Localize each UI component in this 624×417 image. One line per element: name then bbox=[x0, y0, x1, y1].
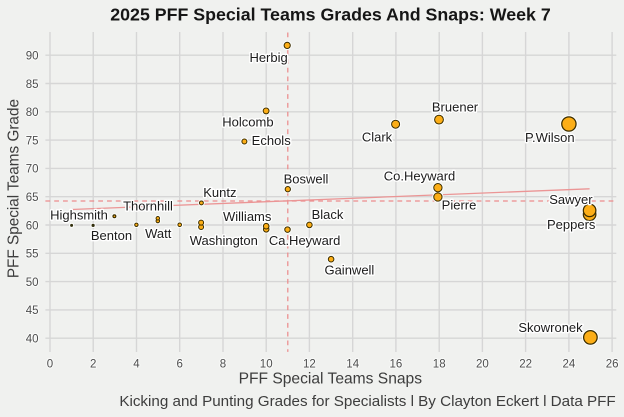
svg-text:Highsmith: Highsmith bbox=[50, 207, 108, 222]
svg-text:75: 75 bbox=[26, 135, 39, 147]
svg-text:2025 PFF Special Teams Grades: 2025 PFF Special Teams Grades And Snaps:… bbox=[110, 4, 551, 24]
svg-text:Holcomb: Holcomb bbox=[222, 114, 273, 129]
svg-text:20: 20 bbox=[476, 359, 489, 371]
svg-text:PFF Special Teams Grade: PFF Special Teams Grade bbox=[5, 99, 22, 278]
svg-text:4: 4 bbox=[133, 359, 140, 371]
svg-text:Kuntz: Kuntz bbox=[203, 185, 236, 200]
svg-text:Ca.Heyward: Ca.Heyward bbox=[269, 233, 341, 248]
svg-text:65: 65 bbox=[26, 192, 39, 204]
svg-text:Williams: Williams bbox=[223, 209, 272, 224]
svg-text:Herbig: Herbig bbox=[249, 50, 287, 65]
svg-text:P.Wilson: P.Wilson bbox=[525, 130, 575, 145]
svg-text:Skowronek: Skowronek bbox=[518, 320, 583, 335]
svg-text:90: 90 bbox=[26, 51, 39, 63]
svg-text:Sawyer: Sawyer bbox=[549, 192, 593, 207]
svg-text:Thornhill: Thornhill bbox=[123, 198, 173, 213]
svg-text:Clark: Clark bbox=[362, 130, 393, 145]
svg-text:2: 2 bbox=[90, 359, 96, 371]
svg-text:40: 40 bbox=[26, 334, 39, 346]
svg-text:6: 6 bbox=[176, 359, 182, 371]
svg-text:26: 26 bbox=[606, 359, 619, 371]
svg-text:8: 8 bbox=[220, 359, 226, 371]
svg-text:14: 14 bbox=[346, 359, 359, 371]
svg-text:55: 55 bbox=[26, 249, 39, 261]
svg-text:12: 12 bbox=[303, 359, 316, 371]
svg-text:Benton: Benton bbox=[91, 228, 132, 243]
svg-text:Washington: Washington bbox=[190, 233, 258, 248]
svg-text:80: 80 bbox=[26, 107, 39, 119]
svg-text:Peppers: Peppers bbox=[547, 217, 596, 232]
svg-text:60: 60 bbox=[26, 220, 39, 232]
svg-text:70: 70 bbox=[26, 164, 39, 176]
svg-text:Watt: Watt bbox=[145, 226, 172, 241]
svg-text:Bruener: Bruener bbox=[432, 100, 479, 115]
svg-text:Echols: Echols bbox=[252, 133, 292, 148]
svg-text:Kicking and Punting Grades for: Kicking and Punting Grades for Specialis… bbox=[119, 393, 615, 410]
svg-text:10: 10 bbox=[260, 359, 273, 371]
svg-text:Pierre: Pierre bbox=[442, 198, 477, 213]
svg-text:Gainwell: Gainwell bbox=[324, 262, 374, 277]
svg-text:22: 22 bbox=[519, 359, 532, 371]
svg-text:50: 50 bbox=[26, 277, 39, 289]
svg-text:Black: Black bbox=[312, 207, 344, 222]
svg-text:24: 24 bbox=[563, 359, 576, 371]
svg-text:Boswell: Boswell bbox=[284, 172, 329, 187]
svg-text:Co.Heyward: Co.Heyward bbox=[384, 169, 456, 184]
svg-text:85: 85 bbox=[26, 79, 39, 91]
svg-text:18: 18 bbox=[433, 359, 446, 371]
svg-text:0: 0 bbox=[47, 359, 53, 371]
svg-text:45: 45 bbox=[26, 305, 39, 317]
svg-text:16: 16 bbox=[390, 359, 403, 371]
svg-text:PFF Special Teams Snaps: PFF Special Teams Snaps bbox=[239, 371, 423, 388]
